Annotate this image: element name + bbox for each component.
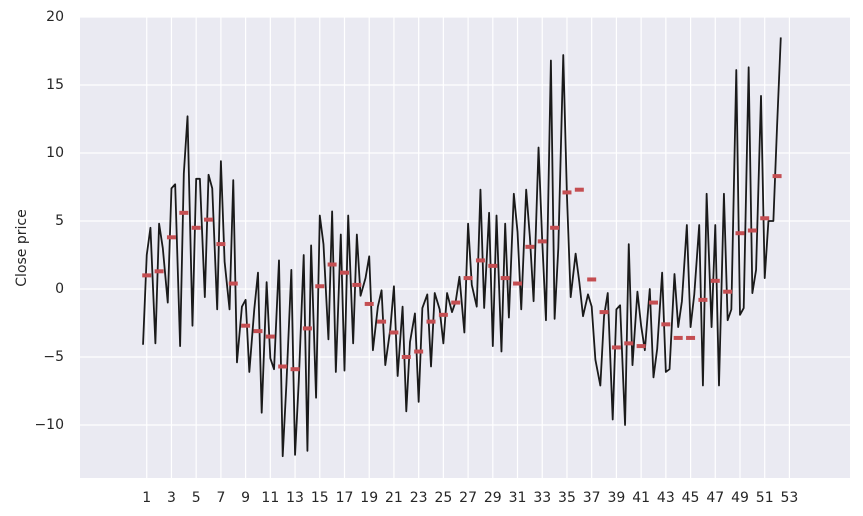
x-tick-label: 53 [781, 490, 799, 506]
x-tick-label: 35 [558, 490, 576, 506]
mean-marker [191, 225, 201, 230]
x-tick-label: 51 [756, 490, 774, 506]
mean-marker [772, 174, 782, 179]
mean-marker [142, 273, 152, 278]
x-tick-label: 7 [216, 490, 225, 506]
x-tick-label: 5 [192, 490, 201, 506]
mean-marker [290, 367, 300, 372]
price-line [142, 37, 782, 458]
y-tick-label: 0 [55, 281, 64, 297]
x-tick-label: 45 [682, 490, 700, 506]
y-tick-label: 10 [46, 145, 64, 161]
x-tick-label: 39 [607, 490, 625, 506]
mean-marker [377, 319, 387, 324]
mean-marker [228, 281, 238, 286]
x-tick-label: 43 [657, 490, 675, 506]
x-tick-label: 37 [583, 490, 601, 506]
mean-marker [265, 334, 275, 339]
y-axis-label: Close price [14, 209, 30, 286]
mean-marker [278, 364, 288, 369]
mean-marker [673, 335, 683, 340]
x-tick-label: 21 [385, 490, 403, 506]
mean-marker [451, 300, 461, 305]
mean-marker [364, 301, 374, 306]
mean-marker [339, 270, 349, 275]
mean-marker [760, 216, 770, 221]
mean-marker [513, 281, 523, 286]
mean-marker [661, 322, 671, 327]
mean-marker [723, 289, 733, 294]
mean-marker [401, 354, 411, 359]
x-tick-label: 11 [261, 490, 279, 506]
y-tick-label: 20 [46, 9, 64, 25]
mean-marker [216, 242, 226, 247]
mean-marker [710, 278, 720, 283]
mean-marker [475, 258, 485, 263]
x-tick-label: 1 [142, 490, 151, 506]
x-tick-label: 49 [731, 490, 749, 506]
mean-marker [389, 330, 399, 335]
x-tick-label: 27 [459, 490, 477, 506]
y-tick-label: 5 [55, 213, 64, 229]
mean-marker [253, 329, 263, 334]
mean-marker [537, 239, 547, 244]
x-tick-label: 41 [632, 490, 650, 506]
mean-marker [179, 210, 189, 215]
x-tick-label: 19 [360, 490, 378, 506]
x-tick-label: 3 [167, 490, 176, 506]
y-tick-label: 15 [46, 77, 64, 93]
mean-marker [426, 319, 436, 324]
mean-marker [599, 310, 609, 315]
x-tick-label: 17 [336, 490, 354, 506]
y-tick-label: −5 [43, 349, 64, 365]
mean-marker [562, 190, 572, 195]
mean-marker [587, 277, 597, 282]
mean-marker [735, 231, 745, 236]
mean-marker [698, 297, 708, 302]
mean-marker [327, 262, 337, 267]
x-tick-label: 15 [311, 490, 329, 506]
mean-marker [624, 341, 634, 346]
mean-marker [204, 217, 214, 222]
mean-marker [500, 276, 510, 281]
x-tick-label: 31 [509, 490, 527, 506]
mean-marker [438, 312, 448, 317]
x-tick-label: 23 [410, 490, 428, 506]
x-tick-label: 29 [484, 490, 502, 506]
mean-marker [550, 225, 560, 230]
mean-marker [525, 244, 535, 249]
mean-marker [611, 345, 621, 350]
mean-marker [686, 335, 696, 340]
x-tick-label: 13 [286, 490, 304, 506]
x-tick-label: 9 [241, 490, 250, 506]
mean-marker [414, 349, 424, 354]
mean-marker [352, 282, 362, 287]
mean-marker [302, 326, 312, 331]
mean-marker [747, 228, 757, 233]
mean-marker [315, 284, 325, 289]
mean-marker [574, 187, 584, 192]
mean-marker [488, 263, 498, 268]
y-tick-label: −10 [34, 417, 64, 433]
mean-marker [636, 344, 646, 349]
plot-area [80, 17, 850, 478]
mean-marker [154, 269, 164, 274]
mean-marker [166, 235, 176, 240]
x-tick-label: 33 [533, 490, 551, 506]
x-tick-label: 47 [706, 490, 724, 506]
mean-marker [648, 300, 658, 305]
x-tick-label: 25 [434, 490, 452, 506]
mean-marker [241, 323, 251, 328]
mean-marker [463, 276, 473, 281]
